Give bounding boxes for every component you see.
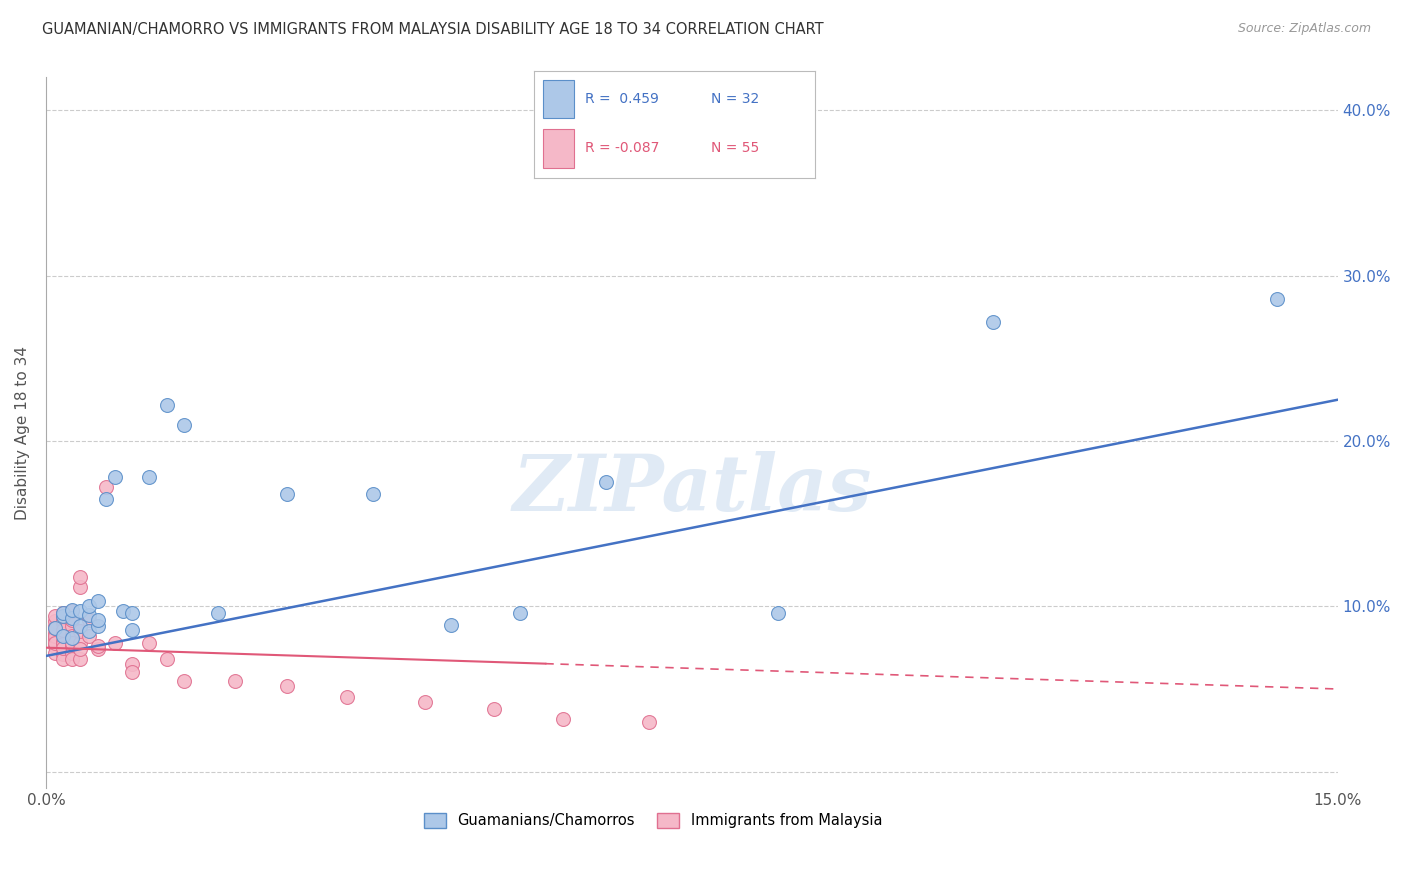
- Text: GUAMANIAN/CHAMORRO VS IMMIGRANTS FROM MALAYSIA DISABILITY AGE 18 TO 34 CORRELATI: GUAMANIAN/CHAMORRO VS IMMIGRANTS FROM MA…: [42, 22, 824, 37]
- Point: [440, 617, 463, 632]
- Point: [207, 606, 229, 620]
- Point: [155, 652, 177, 666]
- Point: [69, 642, 91, 657]
- Point: [60, 604, 83, 618]
- Point: [595, 475, 617, 490]
- Point: [44, 621, 66, 635]
- Point: [77, 624, 100, 639]
- Point: [155, 398, 177, 412]
- Point: [69, 636, 91, 650]
- Point: [52, 615, 75, 630]
- Point: [69, 569, 91, 583]
- Point: [637, 714, 659, 729]
- Point: [52, 606, 75, 620]
- Point: [60, 602, 83, 616]
- Point: [44, 614, 66, 628]
- Point: [44, 625, 66, 640]
- Point: [86, 639, 108, 653]
- Point: [52, 634, 75, 648]
- Point: [69, 624, 91, 639]
- Point: [60, 613, 83, 627]
- Point: [413, 695, 436, 709]
- Text: Source: ZipAtlas.com: Source: ZipAtlas.com: [1237, 22, 1371, 36]
- Point: [44, 639, 66, 653]
- Point: [86, 619, 108, 633]
- Point: [69, 604, 91, 618]
- Point: [44, 629, 66, 643]
- Text: R = -0.087: R = -0.087: [585, 142, 659, 155]
- Point: [44, 632, 66, 647]
- Y-axis label: Disability Age 18 to 34: Disability Age 18 to 34: [15, 346, 30, 520]
- Point: [52, 623, 75, 637]
- Point: [60, 652, 83, 666]
- Point: [60, 627, 83, 641]
- Point: [60, 611, 83, 625]
- Point: [60, 629, 83, 643]
- Point: [52, 637, 75, 651]
- Text: N = 32: N = 32: [711, 92, 759, 106]
- Point: [77, 599, 100, 614]
- Point: [52, 625, 75, 640]
- Point: [173, 417, 195, 432]
- Point: [361, 487, 384, 501]
- Point: [104, 636, 127, 650]
- Legend: Guamanians/Chamorros, Immigrants from Malaysia: Guamanians/Chamorros, Immigrants from Ma…: [418, 807, 887, 834]
- Point: [52, 624, 75, 639]
- Point: [52, 652, 75, 666]
- FancyBboxPatch shape: [543, 80, 574, 119]
- Point: [276, 487, 298, 501]
- Point: [766, 606, 789, 620]
- Point: [173, 673, 195, 688]
- Point: [77, 613, 100, 627]
- Point: [69, 580, 91, 594]
- Point: [60, 631, 83, 645]
- Point: [104, 470, 127, 484]
- Point: [138, 470, 160, 484]
- Point: [96, 480, 118, 494]
- Point: [52, 613, 75, 627]
- Point: [121, 665, 143, 680]
- Point: [336, 690, 359, 705]
- Point: [86, 594, 108, 608]
- Point: [86, 613, 108, 627]
- Point: [981, 315, 1004, 329]
- Point: [44, 636, 66, 650]
- Point: [509, 606, 531, 620]
- Point: [52, 640, 75, 655]
- FancyBboxPatch shape: [543, 129, 574, 168]
- Point: [482, 702, 505, 716]
- Point: [121, 623, 143, 637]
- Point: [52, 609, 75, 624]
- Point: [44, 619, 66, 633]
- Point: [44, 621, 66, 635]
- Point: [77, 607, 100, 622]
- Text: N = 55: N = 55: [711, 142, 759, 155]
- Text: R =  0.459: R = 0.459: [585, 92, 659, 106]
- Point: [224, 673, 246, 688]
- Point: [86, 642, 108, 657]
- Point: [77, 629, 100, 643]
- Point: [551, 712, 574, 726]
- Point: [69, 652, 91, 666]
- Point: [121, 657, 143, 672]
- Point: [69, 619, 91, 633]
- Point: [60, 619, 83, 633]
- Point: [1267, 292, 1289, 306]
- Point: [112, 604, 135, 618]
- Point: [60, 636, 83, 650]
- Text: ZIPatlas: ZIPatlas: [512, 451, 872, 528]
- Point: [52, 648, 75, 662]
- Point: [60, 639, 83, 653]
- Point: [121, 606, 143, 620]
- Point: [44, 646, 66, 660]
- Point: [44, 609, 66, 624]
- Point: [96, 491, 118, 506]
- Point: [52, 609, 75, 624]
- Point: [60, 646, 83, 660]
- Point: [52, 629, 75, 643]
- Point: [276, 679, 298, 693]
- Point: [138, 636, 160, 650]
- Point: [52, 606, 75, 620]
